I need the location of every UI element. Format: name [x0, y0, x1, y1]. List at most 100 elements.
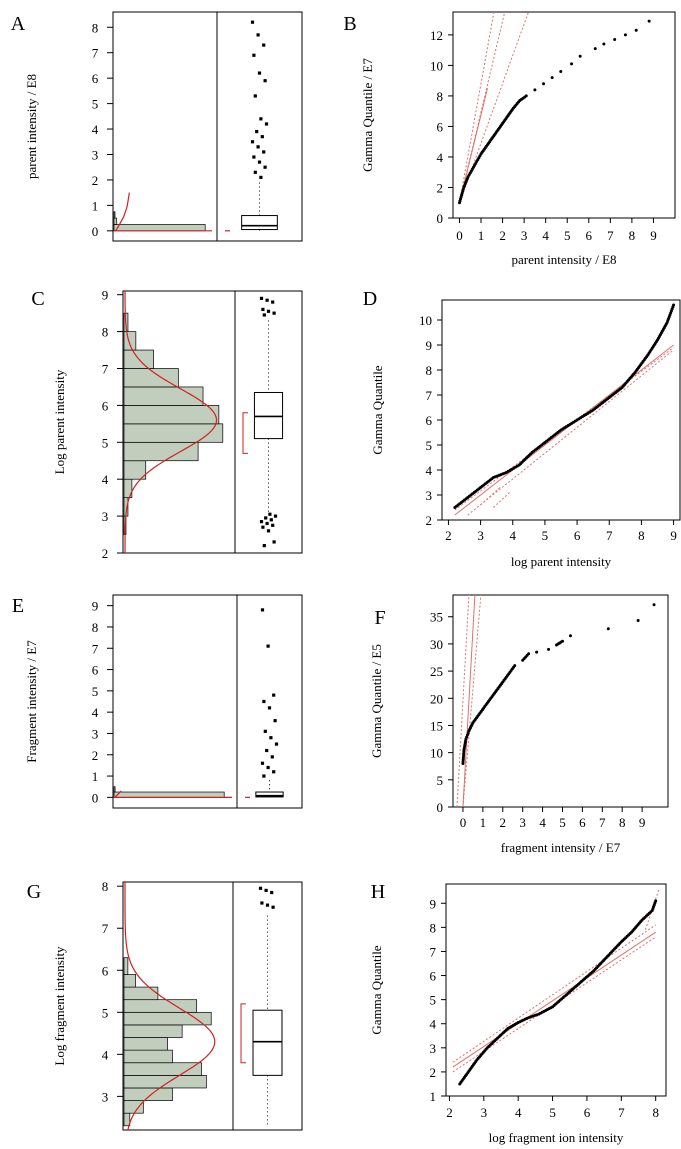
- panel-h-xtick-label: 4: [515, 1105, 522, 1120]
- panel-h-xtick-label: 5: [549, 1105, 556, 1120]
- panel-c-outlier-point: [266, 309, 271, 313]
- panel-e-outlier-point: [266, 765, 270, 770]
- panel-a-letter: A: [11, 13, 26, 35]
- panel-c-outlier-point: [261, 307, 265, 312]
- panel-g-outlier-point: [270, 890, 274, 895]
- panel-f-ytick-label: 20: [430, 691, 443, 706]
- panel-d-ylabel: Gamma Quantile: [370, 365, 385, 454]
- panel-c-ytick-label: 4: [102, 472, 109, 487]
- panel-f-xtick-label: 1: [480, 815, 487, 830]
- panel-f-reference-line: [456, 595, 470, 807]
- panel-f-xlabel: fragment intensity / E7: [501, 840, 621, 855]
- panel-b-reference-line: [458, 12, 495, 203]
- panel-e-histogram-bar: [113, 791, 225, 798]
- panel-e-ytick-label: 0: [92, 790, 99, 805]
- panel-d-xtick-label: 9: [670, 528, 677, 543]
- panel-g-histogram-bar: [123, 1037, 168, 1051]
- panel-a-histogram-bar: [113, 217, 118, 225]
- panel-g-histogram-bar: [123, 1075, 207, 1089]
- panel-d-ytick-label: 9: [426, 338, 433, 353]
- panel-b-ylabel: Gamma Quantile / E7: [360, 58, 375, 172]
- panel-c-outlier-point: [271, 300, 275, 304]
- panel-a-outlier-point: [263, 79, 267, 83]
- panel-e-outlier-point: [263, 729, 267, 733]
- panel-d-xtick-label: 6: [574, 528, 581, 543]
- panel-c-density-curve: [124, 290, 218, 554]
- panel-a-outlier-point: [263, 165, 267, 169]
- panel-e-ytick-label: 7: [92, 641, 99, 656]
- panel-a-histogram-frame: [112, 11, 218, 242]
- panel-b-data-point: [578, 54, 582, 58]
- panel-e-ytick-label: 1: [92, 769, 99, 784]
- panel-f-plot-area: [456, 595, 656, 807]
- panel-c-outlier-point: [268, 512, 272, 516]
- panel-c-boxplot-frame: [234, 290, 303, 554]
- panel-f-xtick-label: 2: [500, 815, 507, 830]
- panel-c-outlier-point: [273, 514, 278, 518]
- panel-a-outlier-point: [257, 160, 262, 164]
- panel-a-ytick-label: 0: [92, 224, 99, 239]
- panel-c-interval-bracket: [242, 412, 248, 454]
- panel-h-letter: H: [371, 881, 385, 903]
- panel-b-data-point: [602, 42, 606, 46]
- panel-b-xtick-label: 5: [564, 228, 571, 243]
- panel-b-xtick-label: 8: [629, 228, 636, 243]
- panel-d-reference-line: [454, 344, 674, 516]
- panel-e-outlier-point: [274, 742, 279, 746]
- panel-b-xtick-label: 1: [478, 228, 485, 243]
- panel-h-xtick-label: 2: [446, 1105, 453, 1120]
- panel-a-outlier-point: [250, 140, 255, 144]
- panel-b-ytick-label: 0: [437, 211, 444, 226]
- panel-c-outlier-point: [266, 529, 271, 533]
- panel-c-box: [253, 391, 284, 440]
- panel-b-data-point: [570, 62, 574, 66]
- panel-f-ytick-label: 0: [437, 800, 444, 815]
- panel-c-outlier-point: [262, 313, 266, 317]
- panel-f-xtick-label: 8: [619, 815, 626, 830]
- panel-d-ytick-label: 3: [426, 488, 433, 503]
- panel-d-xtick-label: 8: [638, 528, 645, 543]
- panel-b-plot-frame: [452, 11, 676, 219]
- panel-b-data-point: [634, 28, 638, 32]
- panel-e-ylabel: Fragment intensity / E7: [24, 640, 39, 763]
- panel-e-ytick-label: 4: [92, 705, 99, 720]
- panel-f-plot-frame: [452, 594, 669, 808]
- panel-h-xtick-label: 6: [584, 1105, 591, 1120]
- panel-f-data-point: [535, 650, 539, 654]
- panel-b-ytick-label: 12: [430, 28, 443, 43]
- panel-a-outlier-point: [255, 129, 259, 134]
- panel-e-outlier-point: [265, 748, 269, 753]
- panel-g-histogram-bar: [123, 999, 198, 1013]
- panel-f-ylabel: Gamma Quantile / E5: [369, 644, 384, 758]
- panel-b-letter: B: [343, 13, 356, 35]
- panel-d-ytick-label: 10: [419, 313, 432, 328]
- panel-b-ytick-label: 2: [437, 180, 444, 195]
- panel-b-xtick-label: 9: [650, 228, 657, 243]
- panel-g-histogram-bar: [123, 1087, 173, 1101]
- panel-g-outlier-point: [260, 901, 264, 905]
- panel-g-outlier-point: [265, 903, 270, 907]
- panel-a-outlier-point: [253, 94, 257, 98]
- panel-b-reference-line: [458, 12, 506, 203]
- panel-g-boxplot-frame: [232, 881, 303, 1131]
- panel-c-outlier-point: [259, 520, 264, 524]
- panel-f-xtick-label: 5: [559, 815, 566, 830]
- panel-h-ytick-label: 1: [430, 1089, 437, 1104]
- panel-c-letter: C: [31, 288, 44, 310]
- panel-a-ytick-label: 7: [92, 46, 99, 61]
- panel-h-ytick-label: 7: [430, 944, 437, 959]
- panel-a-outlier-point: [256, 33, 260, 37]
- panel-b-xtick-label: 3: [521, 228, 528, 243]
- panel-g-histogram-bar: [123, 1024, 183, 1038]
- panel-f-xtick-label: 0: [460, 815, 467, 830]
- panel-a-density-curve: [113, 192, 212, 232]
- panel-d-reference-line: [493, 492, 510, 508]
- panel-g-letter: G: [27, 881, 41, 903]
- panel-h-ytick-label: 2: [430, 1065, 437, 1080]
- panel-d-data-point: [672, 303, 676, 307]
- panel-e-outlier-point: [269, 736, 273, 740]
- panel-b-plot-area: [457, 12, 651, 205]
- panel-f-xtick-label: 6: [579, 815, 586, 830]
- panel-c-outlier-point: [272, 311, 276, 315]
- panel-f-xtick-label: 4: [539, 815, 546, 830]
